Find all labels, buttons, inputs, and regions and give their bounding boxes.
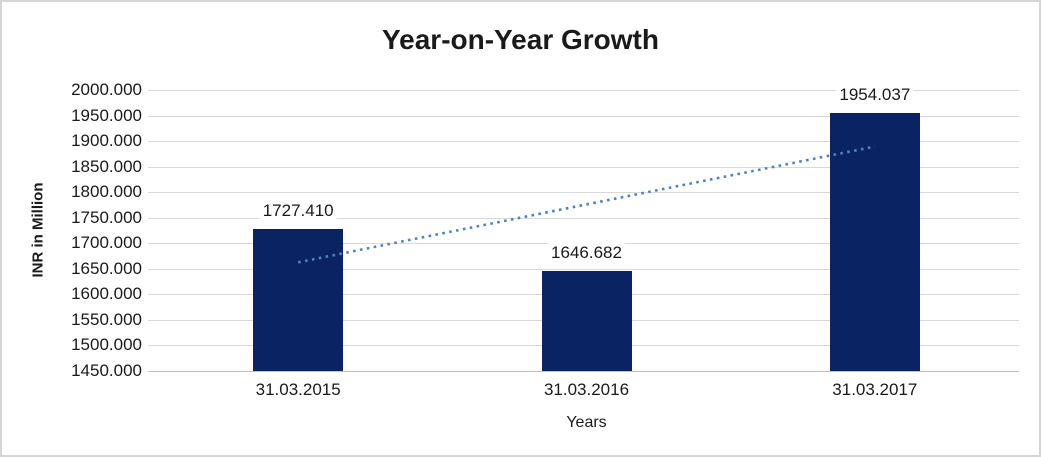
gridline xyxy=(148,90,1019,91)
bar xyxy=(829,113,920,371)
x-axis-line xyxy=(148,371,1019,372)
bar-data-label: 1954.037 xyxy=(836,85,914,106)
y-tick-label: 1750.000 xyxy=(71,207,142,227)
y-tick-label: 1450.000 xyxy=(71,361,142,380)
y-tick-label: 1500.000 xyxy=(71,335,142,355)
bar xyxy=(253,229,344,371)
gridline xyxy=(148,115,1019,117)
y-tick-label: 1600.000 xyxy=(71,284,142,304)
gridline xyxy=(148,268,1019,270)
bar-data-label: 1646.682 xyxy=(548,242,625,263)
y-tick-label: 1950.000 xyxy=(71,105,142,125)
x-tick-label: 31.03.2015 xyxy=(255,380,341,399)
y-tick-label: 1550.000 xyxy=(71,309,142,329)
bar xyxy=(541,270,632,371)
chart-title: Year-on-Year Growth xyxy=(382,24,659,55)
bar-data-label: 1727.410 xyxy=(259,201,337,222)
gridline xyxy=(148,141,1019,143)
y-tick-label: 2000.000 xyxy=(71,80,142,99)
y-tick-label: 1700.000 xyxy=(71,233,142,253)
x-axis-title: Years xyxy=(566,414,607,431)
x-tick-label: 31.03.2017 xyxy=(832,380,918,399)
y-axis-title: INR in Million xyxy=(29,182,47,278)
y-tick-label: 1800.000 xyxy=(71,182,142,202)
x-tick-label: 31.03.2016 xyxy=(543,380,630,399)
y-tick-label: 1900.000 xyxy=(71,131,142,151)
y-tick-label: 1850.000 xyxy=(71,156,142,176)
y-tick-label: 1650.000 xyxy=(71,258,142,278)
